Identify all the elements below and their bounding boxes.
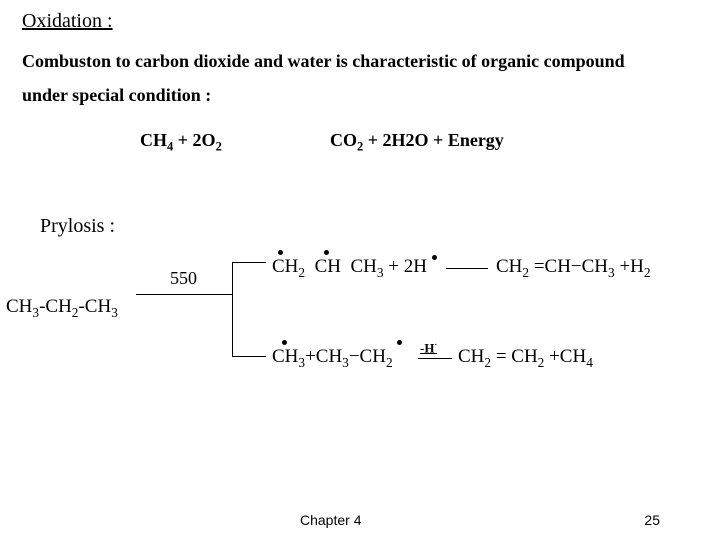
oxidation-product: CO2 + 2H2O + Energy: [330, 130, 504, 155]
reaction-line: [136, 294, 232, 295]
radical-dot: [324, 250, 329, 255]
path1-right: CH2 =CH−CH3 +H2: [496, 256, 651, 281]
arrow1: [446, 268, 488, 269]
bracket-bot: [232, 356, 266, 357]
footer-chapter: Chapter 4: [300, 512, 361, 528]
oxidation-title: Oxidation :: [22, 10, 113, 33]
bracket-vert: [232, 262, 233, 356]
oxidation-body: Combuston to carbon dioxide and water is…: [22, 44, 662, 112]
radical-dot: [397, 340, 402, 345]
prylosis-temp: 550: [170, 268, 197, 289]
path1-left: CH2 CH CH3 + 2H: [272, 256, 427, 281]
footer-page: 25: [644, 512, 660, 528]
oxidation-reactant: CH4 + 2O2: [140, 130, 222, 155]
path2-left: CH3+CH3−CH2: [272, 346, 393, 371]
arrow2: [418, 358, 452, 359]
radical-dot: [278, 250, 283, 255]
radical-dot: [432, 255, 437, 260]
path2-minus-h: -H·: [420, 340, 437, 356]
prylosis-title: Prylosis :: [40, 215, 115, 238]
prylosis-reactant: CH3-CH2-CH3: [6, 296, 118, 321]
path2-right: CH2 = CH2 +CH4: [458, 346, 593, 371]
bracket-top: [232, 262, 266, 263]
radical-dot: [282, 340, 287, 345]
